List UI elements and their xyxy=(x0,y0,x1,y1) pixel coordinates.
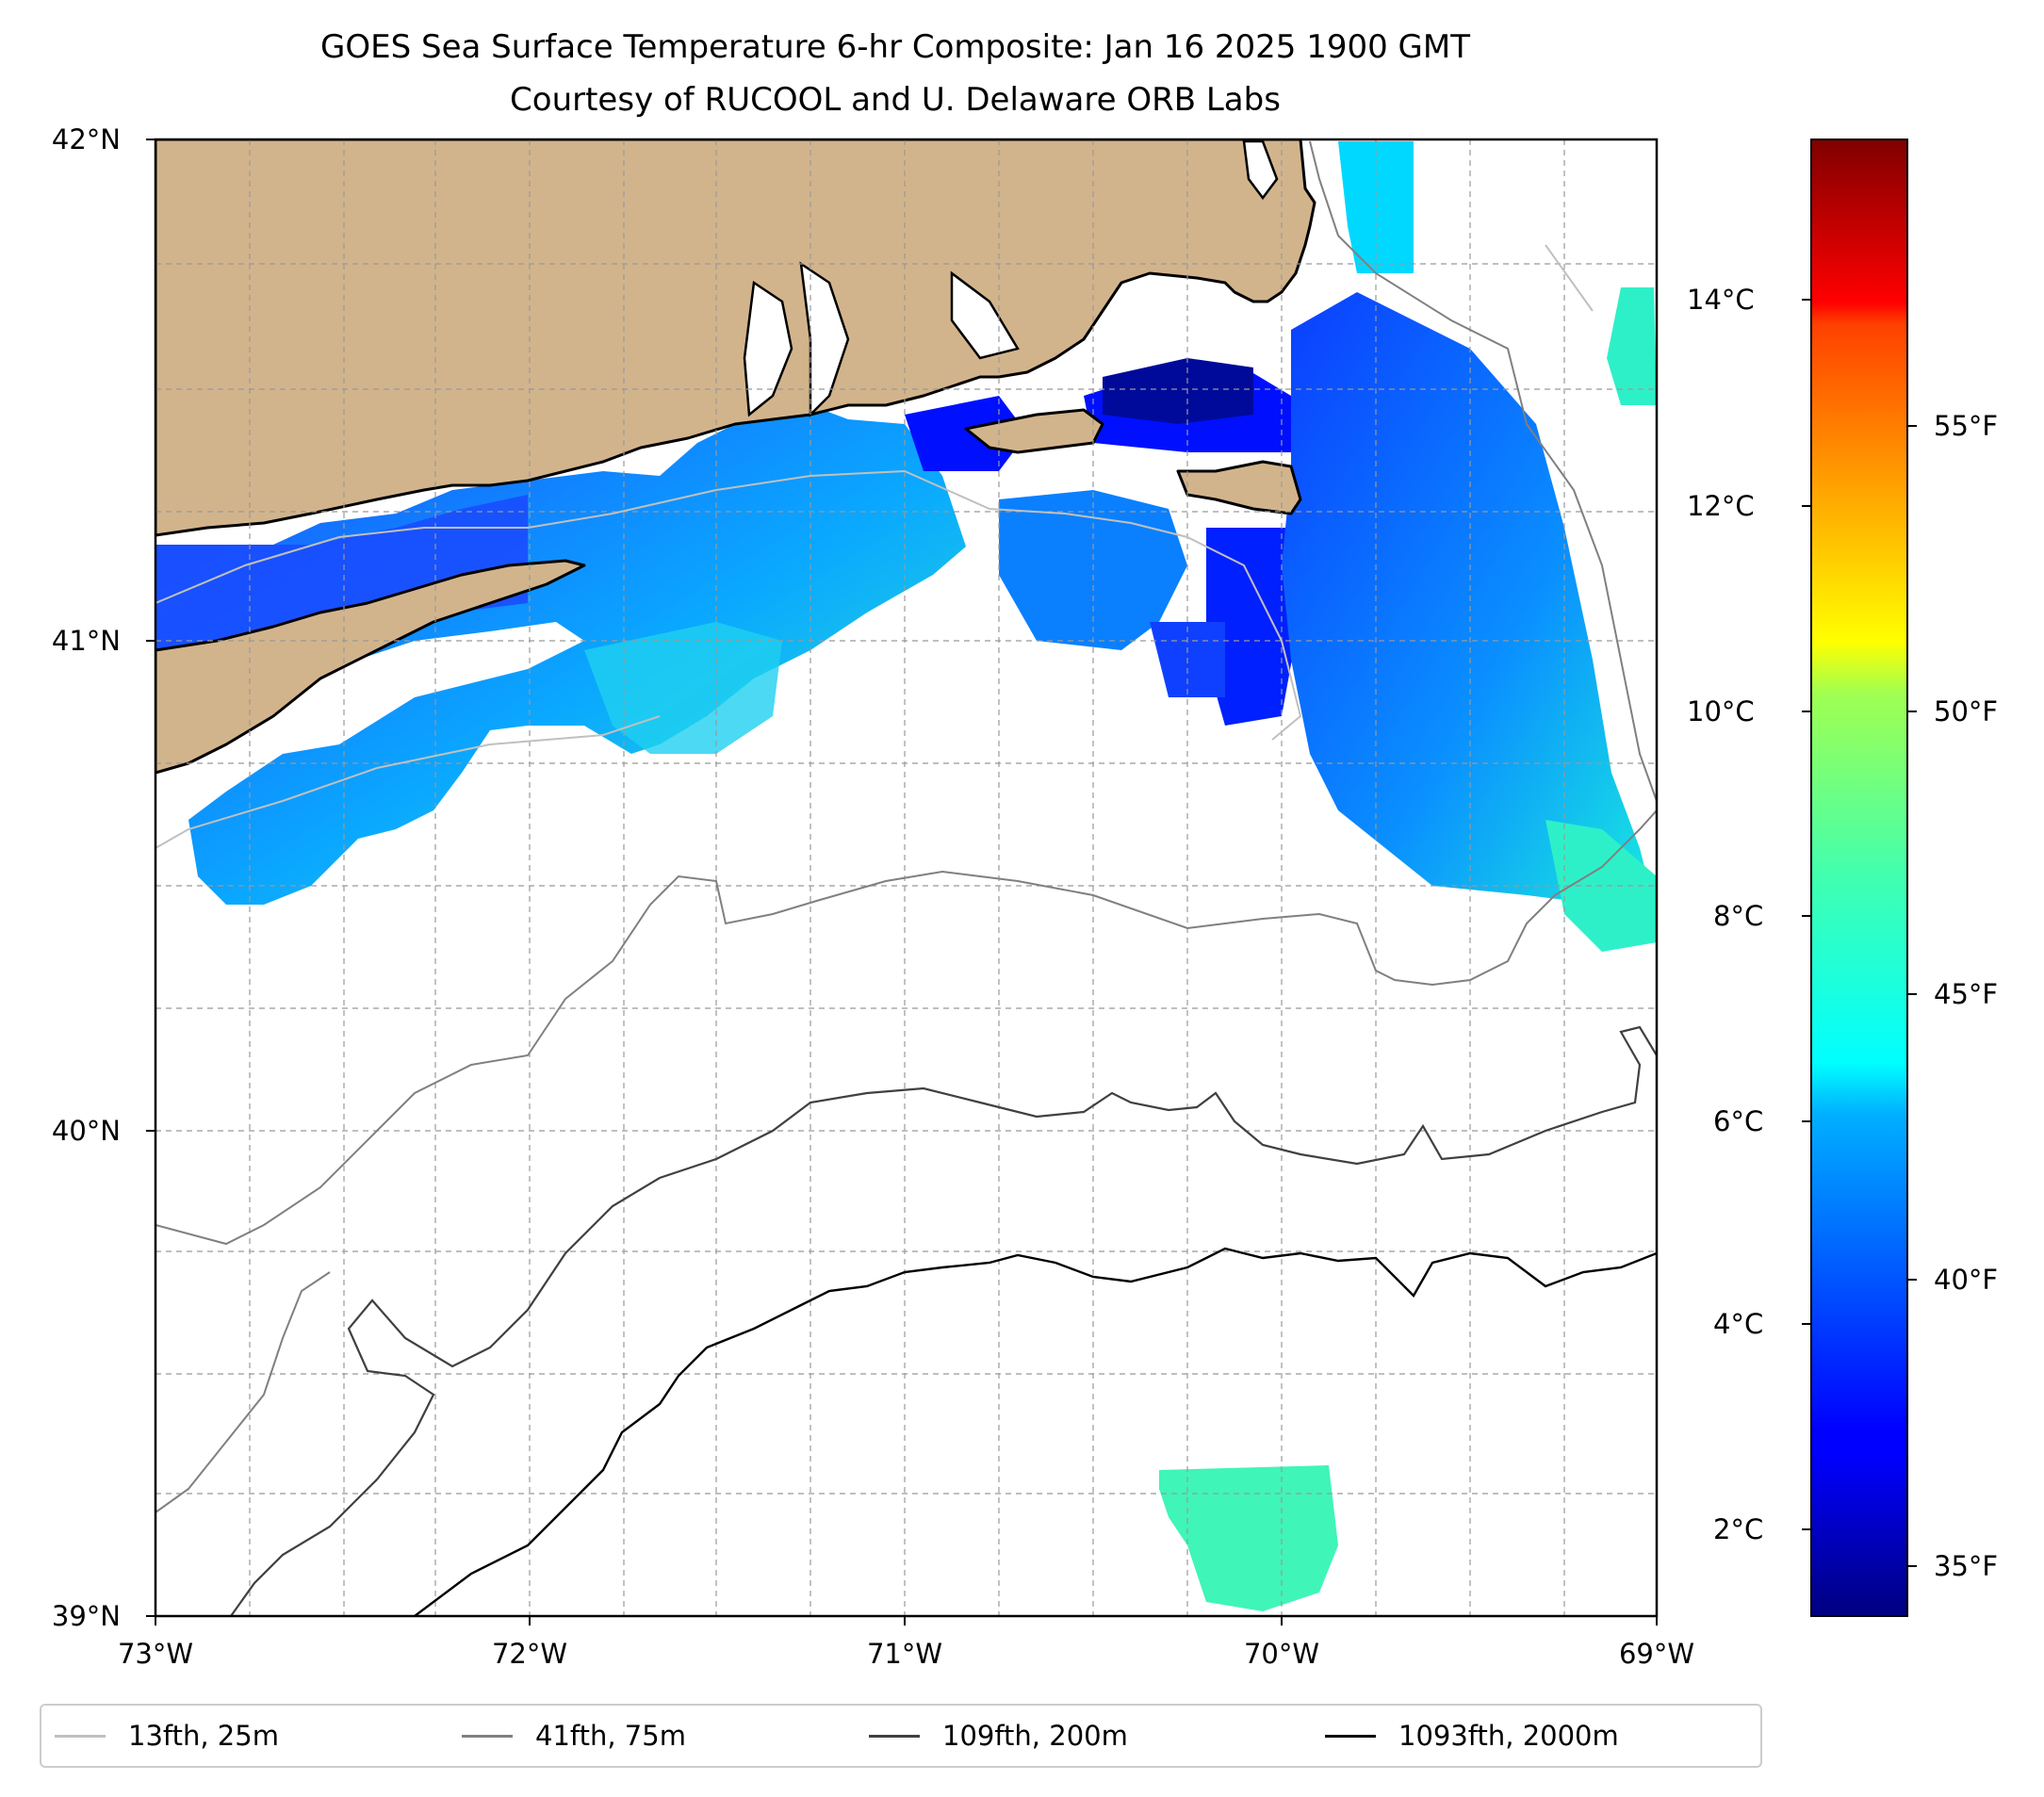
lat-label-42n: 42°N xyxy=(51,123,121,155)
legend-item-25m: 13fth, 25m xyxy=(55,1706,279,1766)
lat-label-41n: 41°N xyxy=(51,625,121,657)
gridlines xyxy=(155,139,1657,1616)
contour-25m xyxy=(155,244,1594,849)
lon-label-69w: 69°W xyxy=(1618,1638,1695,1670)
sst-layer xyxy=(155,141,1657,1611)
lat-label-40n: 40°N xyxy=(51,1115,121,1147)
lon-label-70w: 70°W xyxy=(1243,1638,1320,1670)
legend-swatch-2000m xyxy=(1325,1734,1376,1738)
colorbar-label-14c: 14°C xyxy=(1687,284,1755,316)
legend-swatch-75m xyxy=(462,1734,513,1738)
lon-label-73w: 73°W xyxy=(117,1638,194,1670)
colorbar-label-10c: 10°C xyxy=(1687,695,1755,727)
legend-item-75m: 41fth, 75m xyxy=(462,1706,686,1766)
legend-item-2000m: 1093fth, 2000m xyxy=(1325,1706,1619,1766)
legend-label-75m: 41fth, 75m xyxy=(535,1720,686,1752)
legend-label-200m: 109fth, 200m xyxy=(942,1720,1128,1752)
contour-2000m xyxy=(414,1247,1657,1616)
colorbar-label-4c: 4°C xyxy=(1713,1308,1764,1340)
contour-legend: 13fth, 25m 41fth, 75m 109fth, 200m 1093f… xyxy=(40,1704,1762,1768)
map-subtitle: Courtesy of RUCOOL and U. Delaware ORB L… xyxy=(510,81,1281,119)
legend-swatch-25m xyxy=(55,1734,106,1738)
legend-item-200m: 109fth, 200m xyxy=(869,1706,1128,1766)
colorbar-label-6c: 6°C xyxy=(1713,1105,1764,1137)
colorbar xyxy=(1810,139,1908,1617)
bays-layer xyxy=(743,139,1279,418)
contour-75m xyxy=(155,140,1657,1513)
bathymetry-contours xyxy=(155,140,1657,1616)
legend-label-2000m: 1093fth, 2000m xyxy=(1398,1720,1619,1752)
legend-label-25m: 13fth, 25m xyxy=(128,1720,279,1752)
colorbar-label-50f: 50°F xyxy=(1934,695,1999,727)
land-layer xyxy=(155,139,1316,775)
contour-200m xyxy=(230,1025,1657,1616)
colorbar-label-55f: 55°F xyxy=(1934,410,1999,442)
legend-swatch-200m xyxy=(869,1734,920,1738)
lon-label-72w: 72°W xyxy=(491,1638,568,1670)
colorbar-label-45f: 45°F xyxy=(1934,978,1999,1010)
axis-ticks xyxy=(146,139,1658,1625)
colorbar-label-2c: 2°C xyxy=(1713,1513,1764,1545)
colorbar-label-35f: 35°F xyxy=(1934,1550,1999,1582)
colorbar-label-12c: 12°C xyxy=(1687,490,1755,522)
colorbar-label-40f: 40°F xyxy=(1934,1264,1999,1296)
map-title: GOES Sea Surface Temperature 6-hr Compos… xyxy=(320,28,1470,66)
colorbar-ticks xyxy=(1802,299,1917,1567)
lon-label-71w: 71°W xyxy=(866,1638,943,1670)
colorbar-label-8c: 8°C xyxy=(1713,900,1764,932)
lat-label-39n: 39°N xyxy=(51,1600,121,1632)
map-frame xyxy=(154,138,1659,1618)
map-layers xyxy=(155,139,1657,1616)
